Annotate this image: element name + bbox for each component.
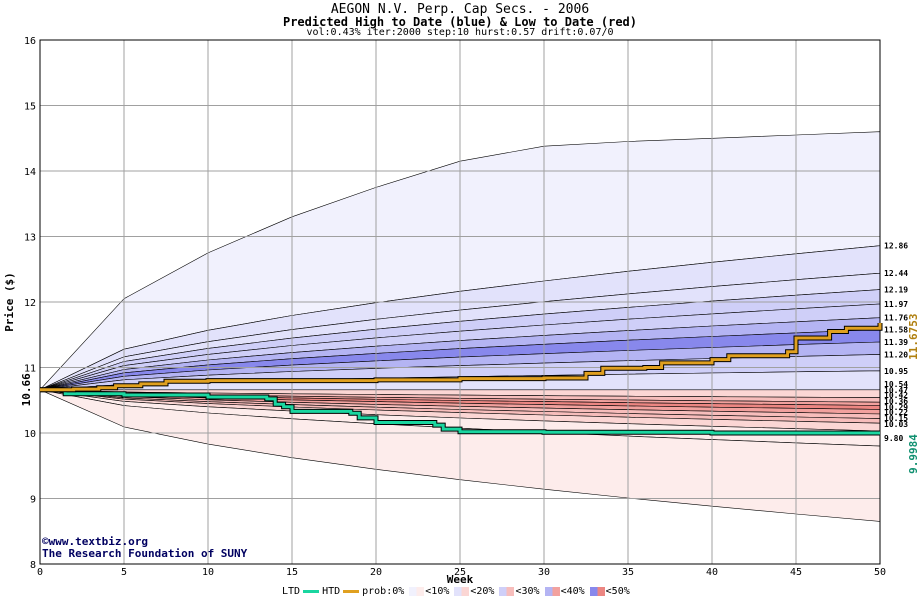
y-tick-label: 11 bbox=[24, 364, 36, 375]
legend-ltd-label: LTD bbox=[282, 586, 301, 597]
x-tick-label: 0 bbox=[37, 567, 43, 578]
low-band-label: 10.42 bbox=[884, 391, 908, 400]
x-tick-label: 30 bbox=[538, 567, 550, 578]
x-tick-label: 20 bbox=[370, 567, 382, 578]
y-tick-label: 10 bbox=[24, 429, 36, 440]
x-tick-label: 35 bbox=[622, 567, 634, 578]
y-tick-label: 14 bbox=[24, 167, 36, 178]
legend-swatch-20 bbox=[454, 587, 470, 596]
legend-swatch-10 bbox=[409, 587, 425, 596]
start-price-label: 10.66 bbox=[20, 373, 33, 406]
y-tick-label: 8 bbox=[30, 560, 36, 571]
x-tick-label: 25 bbox=[454, 567, 466, 578]
y-tick-label: 16 bbox=[24, 36, 36, 47]
low-band-label: 10.54 bbox=[884, 380, 908, 389]
legend-p10-label: <10% bbox=[425, 586, 450, 597]
htd-line bbox=[40, 323, 882, 392]
high-band-label: 12.86 bbox=[884, 242, 908, 251]
chart-title: AEGON N.V. Perp. Cap Secs. - 2006 bbox=[330, 2, 590, 17]
high-band-label: 12.19 bbox=[884, 286, 908, 295]
high-band-label: 12.44 bbox=[884, 269, 908, 278]
low-band-label: 10.15 bbox=[884, 414, 908, 423]
legend-p40-label: <40% bbox=[560, 586, 585, 597]
legend-ltd-swatch bbox=[303, 590, 320, 593]
legend-swatch-30 bbox=[499, 587, 515, 596]
x-tick-label: 45 bbox=[790, 567, 802, 578]
high-band-label: 10.95 bbox=[884, 367, 908, 376]
legend-swatch-50 bbox=[589, 587, 605, 596]
low-band-label: 9.80 bbox=[884, 434, 903, 443]
ltd-final-label: 9.9984 bbox=[907, 434, 920, 474]
legend-htd-label: HTD bbox=[322, 586, 341, 597]
chart-subtitle: Predicted High to Date (blue) & Low to D… bbox=[282, 15, 637, 29]
credit-website: ©www.textbiz.org bbox=[42, 535, 148, 548]
y-tick-label: 13 bbox=[24, 233, 36, 244]
credit-organization: The Research Foundation of SUNY bbox=[42, 547, 248, 560]
x-axis-title: Week bbox=[447, 573, 474, 586]
legend-p50-label: <50% bbox=[605, 586, 630, 597]
legend-htd-swatch bbox=[343, 590, 360, 593]
legend-prob-label: prob:0% bbox=[362, 586, 405, 597]
simulation-parameters: vol:0.43% iter:2000 step:10 hurst:0.57 d… bbox=[306, 27, 614, 38]
low-band-label: 10.36 bbox=[884, 397, 908, 406]
plot-frame bbox=[39, 39, 881, 565]
high-band-label: 11.97 bbox=[884, 300, 908, 309]
x-tick-label: 15 bbox=[286, 567, 298, 578]
low-band-label: 10.22 bbox=[884, 408, 908, 417]
legend-p20-label: <20% bbox=[470, 586, 495, 597]
high-band-label: 11.39 bbox=[884, 338, 908, 347]
x-tick-label: 10 bbox=[202, 567, 214, 578]
low-band-label: 10.03 bbox=[884, 420, 908, 429]
y-tick-label: 9 bbox=[30, 495, 36, 506]
htd-final-label: 11.6753 bbox=[907, 314, 920, 360]
ltd-line bbox=[40, 388, 880, 435]
low-band-label: 10.29 bbox=[884, 403, 908, 412]
chart-legend: LTD HTD prob:0% <10% <20% <30% <40% <50% bbox=[282, 586, 632, 597]
legend-swatch-40 bbox=[544, 587, 560, 596]
high-band-label: 11.20 bbox=[884, 350, 908, 359]
y-tick-label: 15 bbox=[24, 102, 36, 113]
x-tick-label: 5 bbox=[121, 567, 127, 578]
legend-p30-label: <30% bbox=[515, 586, 540, 597]
high-band-label: 11.58 bbox=[884, 326, 908, 335]
x-tick-label: 50 bbox=[874, 567, 886, 578]
low-band-label: 10.47 bbox=[884, 386, 908, 395]
y-axis-title: Price ($) bbox=[3, 272, 16, 332]
x-tick-label: 40 bbox=[706, 567, 718, 578]
y-tick-label: 12 bbox=[24, 298, 36, 309]
high-band-label: 11.76 bbox=[884, 314, 908, 323]
